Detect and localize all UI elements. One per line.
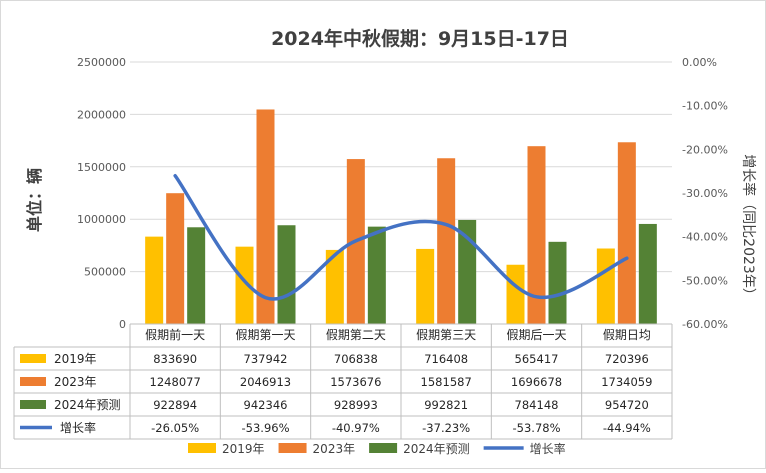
table-cell: 720396	[605, 352, 649, 366]
y-axis: 0 500000 1000000 1500000 2000000 2500000	[77, 56, 126, 331]
table-cell: -26.05%	[151, 421, 199, 435]
legend-key	[278, 443, 307, 453]
y2-tick-label: -60.00%	[682, 318, 728, 331]
legend-key	[188, 443, 216, 453]
y-tick-label: 0	[119, 318, 126, 331]
bar-1-3	[325, 249, 344, 324]
data-table: 假期前一天 假期第一天 假期第二天 假期第三天 假期后一天 假期日均 2019年 833690…	[13, 323, 673, 440]
bar-3-5	[548, 241, 567, 324]
table-cell: 928993	[334, 398, 378, 412]
y2-tick-label: -10.00%	[682, 100, 728, 113]
y-tick-label: 1500000	[77, 161, 126, 174]
table-series-name: 2019年	[54, 352, 97, 366]
y2-axis: 0.00% -10.00% -20.00% -30.00% -40.00% -50.00%…	[682, 56, 728, 331]
bar-2-1	[166, 193, 185, 324]
category-label: 假期日均	[603, 328, 651, 342]
bar-2-5	[527, 146, 546, 324]
y2-tick-label: -20.00%	[682, 143, 728, 156]
table-cell: 1248077	[150, 375, 201, 389]
table-cell: 942346	[244, 398, 288, 412]
table-legend-key	[20, 354, 46, 363]
bar-2-2	[256, 109, 275, 324]
table-series-name: 增长率	[60, 420, 96, 435]
bars	[145, 109, 657, 324]
bar-2-6	[617, 142, 636, 324]
table-cell: -37.23%	[422, 421, 470, 435]
table-cell: 1734059	[601, 375, 652, 389]
y2-tick-label: 0.00%	[682, 56, 717, 69]
y-axis-label: 单位：辆	[25, 168, 44, 232]
table-cell: 716408	[424, 352, 468, 366]
table-legend-key	[20, 377, 46, 386]
y2-tick-label: -40.00%	[682, 231, 728, 244]
bar-1-2	[235, 246, 254, 324]
table-cell: 706838	[334, 352, 378, 366]
table-cell: 954720	[605, 398, 649, 412]
table-legend-key	[20, 400, 46, 409]
table-cell: 565417	[515, 352, 559, 366]
table-cell: 1573676	[330, 375, 381, 389]
table-cell: -53.96%	[242, 421, 290, 435]
legend: 2019年 2023年 2024年预测 增长率	[188, 441, 566, 456]
table-cell: 784148	[515, 398, 559, 412]
table-cell: 992821	[424, 398, 468, 412]
growth-line	[173, 174, 629, 301]
category-label: 假期前一天	[145, 327, 205, 342]
bar-3-2	[277, 225, 296, 324]
table-cell: 2046913	[240, 375, 291, 389]
bar-1-1	[145, 236, 164, 324]
table-cell: -44.94%	[603, 421, 651, 435]
category-label: 假期第一天	[235, 328, 295, 342]
chart-title: 2024年中秋假期：9月15日-17日	[271, 27, 569, 50]
legend-label: 增长率	[530, 441, 566, 456]
bar-3-1	[187, 227, 206, 324]
category-label: 假期第二天	[326, 328, 386, 342]
table-cell: -40.97%	[332, 421, 380, 435]
table-cell: -53.78%	[513, 421, 561, 435]
y-tick-label: 500000	[84, 266, 126, 279]
table-series-name: 2024年预测	[54, 398, 121, 412]
bar-1-4	[416, 248, 435, 324]
y2-tick-label: -30.00%	[682, 187, 728, 200]
bar-1-5	[506, 264, 525, 324]
legend-label: 2019年	[222, 442, 265, 456]
bar-3-6	[638, 223, 657, 324]
y-tick-label: 1000000	[77, 213, 126, 226]
category-label: 假期后一天	[506, 328, 566, 342]
bar-1-6	[596, 248, 615, 324]
y-tick-label: 2500000	[77, 56, 126, 69]
bar-3-4	[458, 219, 477, 324]
growth-rate-line	[173, 174, 629, 301]
table-cell: 1581587	[421, 375, 472, 389]
y2-axis-label: 增长率（同比2023年）	[740, 154, 757, 302]
table-cell: 737942	[244, 352, 288, 366]
legend-label: 2023年	[313, 442, 356, 456]
y-tick-label: 2000000	[77, 108, 126, 121]
y2-tick-label: -50.00%	[682, 274, 728, 287]
table-cell: 833690	[153, 352, 197, 366]
legend-key	[369, 443, 398, 453]
legend-label: 2024年预测	[403, 442, 470, 456]
table-cell: 1696678	[511, 375, 562, 389]
bar-3-3	[367, 226, 386, 324]
bar-2-4	[437, 158, 456, 324]
table-cell: 922894	[153, 398, 197, 412]
category-label: 假期第三天	[416, 328, 476, 342]
table-series-name: 2023年	[54, 375, 97, 389]
